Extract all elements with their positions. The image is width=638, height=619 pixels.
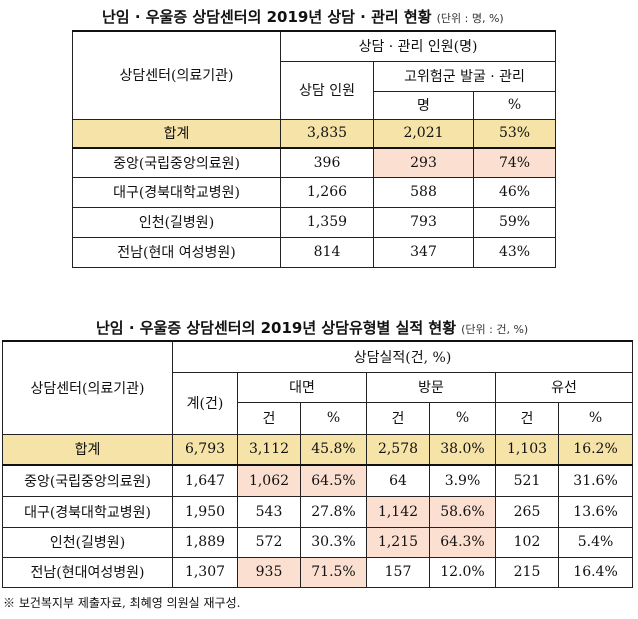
- cell-counsel: 1,359: [280, 206, 374, 238]
- cell-visit-count: 64: [366, 464, 430, 497]
- row-name: 인천(길병원): [2, 526, 173, 558]
- table-row: 전남(현대여성병원) 1,307 935 71.5% 157 12.0% 215…: [2, 556, 634, 588]
- cell-count: 588: [373, 176, 474, 208]
- header-total: 계(건): [172, 371, 238, 435]
- cell-face-percent: 30.3%: [300, 526, 367, 558]
- cell-phone-percent: 13.6%: [557, 495, 634, 528]
- row-name: 중앙(국립중앙의료원): [2, 464, 173, 497]
- header-group: 상담 · 관리 인원(명): [279, 30, 557, 62]
- cell-face-percent: 71.5%: [300, 556, 367, 588]
- header-percent: %: [557, 401, 634, 435]
- cell-visit-count: 1,142: [366, 495, 430, 528]
- header-phone: 유선: [494, 371, 634, 403]
- cell-phone-count: 521: [495, 464, 559, 497]
- header-count: 건: [366, 401, 430, 435]
- cell-percent: 43%: [472, 236, 557, 268]
- row-name: 대구(경북대학교병원): [72, 176, 281, 208]
- cell-counsel: 814: [280, 236, 374, 268]
- source-note: ※ 보건복지부 제출자료, 최혜영 의원실 재구성.: [3, 596, 241, 610]
- cell-face-count: 572: [237, 526, 301, 558]
- header-count: 명: [373, 90, 474, 120]
- cell-percent: 59%: [472, 206, 557, 238]
- cell-face-count: 3,112: [237, 433, 301, 466]
- table2-title-text: 난임 · 우울증 상담센터의 2019년 상담유형별 실적 현황: [96, 319, 457, 337]
- row-name: 전남(현대여성병원): [2, 556, 173, 588]
- cell-total: 1,647: [172, 464, 238, 497]
- cell-phone-count: 265: [495, 495, 559, 528]
- table-row: 대구(경북대학교병원) 1,266 588 46%: [72, 176, 557, 208]
- cell-phone-percent: 31.6%: [557, 464, 634, 497]
- table-row: 인천(길병원) 1,889 572 30.3% 1,215 64.3% 102 …: [2, 526, 634, 558]
- counseling-type-table: 상담센터(의료기관) 상담실적(건, %) 계(건) 대면 방문 유선 건 % …: [2, 340, 634, 588]
- row-name: 합계: [2, 433, 173, 466]
- table-row: 중앙(국립중앙의료원) 1,647 1,062 64.5% 64 3.9% 52…: [2, 464, 634, 497]
- cell-counsel: 396: [280, 147, 374, 178]
- cell-count: 293: [373, 147, 474, 178]
- cell-visit-percent: 38.0%: [429, 433, 496, 466]
- table-row-total: 합계 3,835 2,021 53%: [72, 118, 557, 149]
- cell-face-percent: 27.8%: [300, 495, 367, 528]
- table2-unit: (단위 : 건, %): [461, 323, 529, 336]
- cell-visit-count: 1,215: [366, 526, 430, 558]
- cell-phone-count: 1,103: [495, 433, 559, 466]
- table1-unit: (단위 : 명, %): [436, 12, 504, 25]
- row-name: 전남(현대 여성병원): [72, 236, 281, 268]
- cell-visit-count: 157: [366, 556, 430, 588]
- cell-face-count: 543: [237, 495, 301, 528]
- cell-counsel: 3,835: [280, 118, 374, 149]
- row-name: 합계: [72, 118, 281, 149]
- cell-phone-count: 215: [495, 556, 559, 588]
- header-percent: %: [472, 90, 557, 120]
- cell-percent: 46%: [472, 176, 557, 208]
- header-percent: %: [300, 401, 367, 435]
- table-row-total: 합계 6,793 3,112 45.8% 2,578 38.0% 1,103 1…: [2, 433, 634, 466]
- cell-phone-percent: 16.2%: [557, 433, 634, 466]
- cell-total: 1,889: [172, 526, 238, 558]
- header-highrisk: 고위험군 발굴 · 관리: [372, 60, 557, 92]
- cell-phone-percent: 16.4%: [557, 556, 634, 588]
- table-row: 전남(현대 여성병원) 814 347 43%: [72, 236, 557, 268]
- cell-total: 1,950: [172, 495, 238, 528]
- cell-face-count: 1,062: [237, 464, 301, 497]
- cell-visit-percent: 3.9%: [429, 464, 496, 497]
- table1-title-text: 난임 · 우울증 상담센터의 2019년 상담 · 관리 현황: [102, 8, 432, 26]
- row-name: 인천(길병원): [72, 206, 281, 238]
- header-center: 상담센터(의료기관): [2, 340, 173, 435]
- cell-count: 347: [373, 236, 474, 268]
- cell-face-percent: 64.5%: [300, 464, 367, 497]
- cell-visit-percent: 12.0%: [429, 556, 496, 588]
- cell-percent: 53%: [472, 118, 557, 149]
- cell-phone-percent: 5.4%: [557, 526, 634, 558]
- row-name: 대구(경북대학교병원): [2, 495, 173, 528]
- header-group: 상담실적(건, %): [171, 340, 634, 373]
- row-name: 중앙(국립중앙의료원): [72, 147, 281, 178]
- table-row: 인천(길병원) 1,359 793 59%: [72, 206, 557, 238]
- counseling-management-table: 상담센터(의료기관) 상담 · 관리 인원(명) 상담 인원 고위험군 발굴 ·…: [72, 30, 557, 268]
- header-visit: 방문: [366, 371, 496, 403]
- header-percent: %: [429, 401, 496, 435]
- cell-total: 1,307: [172, 556, 238, 588]
- cell-counsel: 1,266: [280, 176, 374, 208]
- cell-face-percent: 45.8%: [300, 433, 367, 466]
- cell-visit-count: 2,578: [366, 433, 430, 466]
- cell-percent: 74%: [472, 147, 557, 178]
- header-count: 건: [237, 401, 301, 435]
- cell-count: 2,021: [373, 118, 474, 149]
- table-row: 대구(경북대학교병원) 1,950 543 27.8% 1,142 58.6% …: [2, 495, 634, 528]
- header-face-to-face: 대면: [237, 371, 367, 403]
- header-count: 건: [495, 401, 559, 435]
- table2-title: 난임 · 우울증 상담센터의 2019년 상담유형별 실적 현황 (단위 : 건…: [96, 317, 528, 338]
- header-center: 상담센터(의료기관): [72, 30, 281, 120]
- cell-total: 6,793: [172, 433, 238, 466]
- header-counsel: 상담 인원: [280, 60, 374, 120]
- cell-visit-percent: 64.3%: [429, 526, 496, 558]
- cell-face-count: 935: [237, 556, 301, 588]
- table-row: 중앙(국립중앙의료원) 396 293 74%: [72, 147, 557, 178]
- cell-visit-percent: 58.6%: [429, 495, 496, 528]
- cell-count: 793: [373, 206, 474, 238]
- table1-title: 난임 · 우울증 상담센터의 2019년 상담 · 관리 현황 (단위 : 명,…: [102, 6, 504, 27]
- cell-phone-count: 102: [495, 526, 559, 558]
